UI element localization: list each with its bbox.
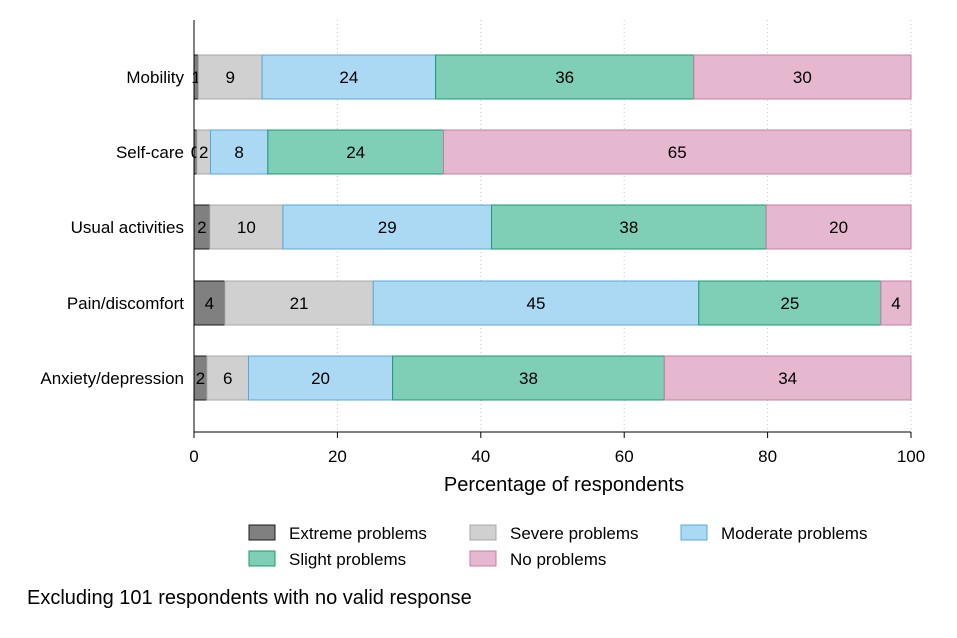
bar-2-no-problems	[765, 204, 912, 250]
bar-label-4-extreme-problems: 2	[196, 369, 205, 388]
bar-4-no-problems	[663, 355, 912, 401]
y-tick-label: Pain/discomfort	[67, 294, 184, 313]
bar-label-1-slight-problems: 24	[346, 143, 365, 162]
x-tick-label: 20	[328, 447, 347, 466]
bar-2-moderate-problems	[282, 204, 493, 250]
y-tick-label: Self-care	[116, 143, 184, 162]
legend-swatch-slight-problems	[248, 550, 276, 567]
bar-1-slight-problems	[267, 129, 445, 175]
chart-note: Excluding 101 respondents with no valid …	[27, 587, 472, 609]
bar-label-0-slight-problems: 36	[555, 68, 574, 87]
bar-label-4-no-problems: 34	[778, 369, 797, 388]
bar-label-3-moderate-problems: 45	[527, 294, 546, 313]
y-axis-labels: Mobility Self-care Usual activities Pain/di…	[40, 68, 184, 388]
bar-label-2-extreme-problems: 2	[197, 218, 206, 237]
axes: 0 20 40 60 80 100	[189, 20, 925, 466]
legend-label-extreme-problems: Extreme problems	[289, 524, 427, 543]
bar-3-extreme-problems	[193, 280, 226, 326]
bar-label-0-extreme-problems: 1	[191, 68, 200, 87]
bar-label-1-no-problems: 65	[668, 143, 687, 162]
bar-1-moderate-problems	[209, 129, 269, 175]
legend-swatch-no-problems	[469, 550, 497, 567]
y-tick-label: Anxiety/depression	[40, 369, 184, 388]
bar-label-4-moderate-problems: 20	[311, 369, 330, 388]
bar-0-moderate-problems	[261, 54, 437, 100]
bar-label-2-severe-problems: 10	[237, 218, 256, 237]
legend-label-slight-problems: Slight problems	[289, 550, 406, 569]
bar-label-0-severe-problems: 9	[225, 68, 234, 87]
x-axis-title: Percentage of respondents	[444, 474, 684, 496]
legend-label-no-problems: No problems	[510, 550, 606, 569]
legend: Extreme problems Severe problems Moderate …	[248, 524, 867, 569]
legend-swatch-extreme-problems	[248, 524, 276, 541]
x-tick-label: 60	[615, 447, 634, 466]
bar-2-severe-problems	[209, 204, 284, 250]
bar-0-no-problems	[693, 54, 912, 100]
legend-swatch-moderate-problems	[680, 524, 708, 541]
bar-label-1-severe-problems: 2	[199, 143, 208, 162]
legend-label-severe-problems: Severe problems	[510, 524, 639, 543]
bar-label-1-moderate-problems: 8	[234, 143, 243, 162]
bar-3-severe-problems	[224, 280, 374, 326]
bar-label-0-no-problems: 30	[793, 68, 812, 87]
bar-label-4-slight-problems: 38	[519, 369, 538, 388]
bar-label-3-no-problems: 4	[891, 294, 900, 313]
bar-2-slight-problems	[491, 204, 767, 250]
legend-swatch-severe-problems	[469, 524, 497, 541]
bar-label-3-severe-problems: 21	[290, 294, 309, 313]
x-tick-label: 100	[897, 447, 925, 466]
bar-label-3-extreme-problems: 4	[205, 294, 214, 313]
bar-3-slight-problems	[698, 280, 882, 326]
bar-4-slight-problems	[392, 355, 665, 401]
bar-label-2-slight-problems: 38	[619, 218, 638, 237]
bar-label-1-extreme-problems: 0	[191, 143, 200, 162]
x-tick-label: 80	[758, 447, 777, 466]
y-tick-label: Mobility	[126, 68, 184, 87]
legend-label-moderate-problems: Moderate problems	[721, 524, 867, 543]
y-tick-label: Usual activities	[71, 218, 184, 237]
x-tick-label: 0	[189, 447, 198, 466]
bar-label-2-moderate-problems: 29	[378, 218, 397, 237]
bar-1-no-problems	[443, 129, 912, 175]
bar-label-0-moderate-problems: 24	[339, 68, 358, 87]
bar-3-moderate-problems	[372, 280, 700, 326]
bar-0-slight-problems	[435, 54, 695, 100]
bar-label-3-slight-problems: 25	[780, 294, 799, 313]
bar-0-severe-problems	[197, 54, 263, 100]
bar-3-no-problems	[880, 280, 912, 326]
bar-label-2-no-problems: 20	[829, 218, 848, 237]
x-tick-label: 40	[471, 447, 490, 466]
bar-label-4-severe-problems: 6	[223, 369, 232, 388]
